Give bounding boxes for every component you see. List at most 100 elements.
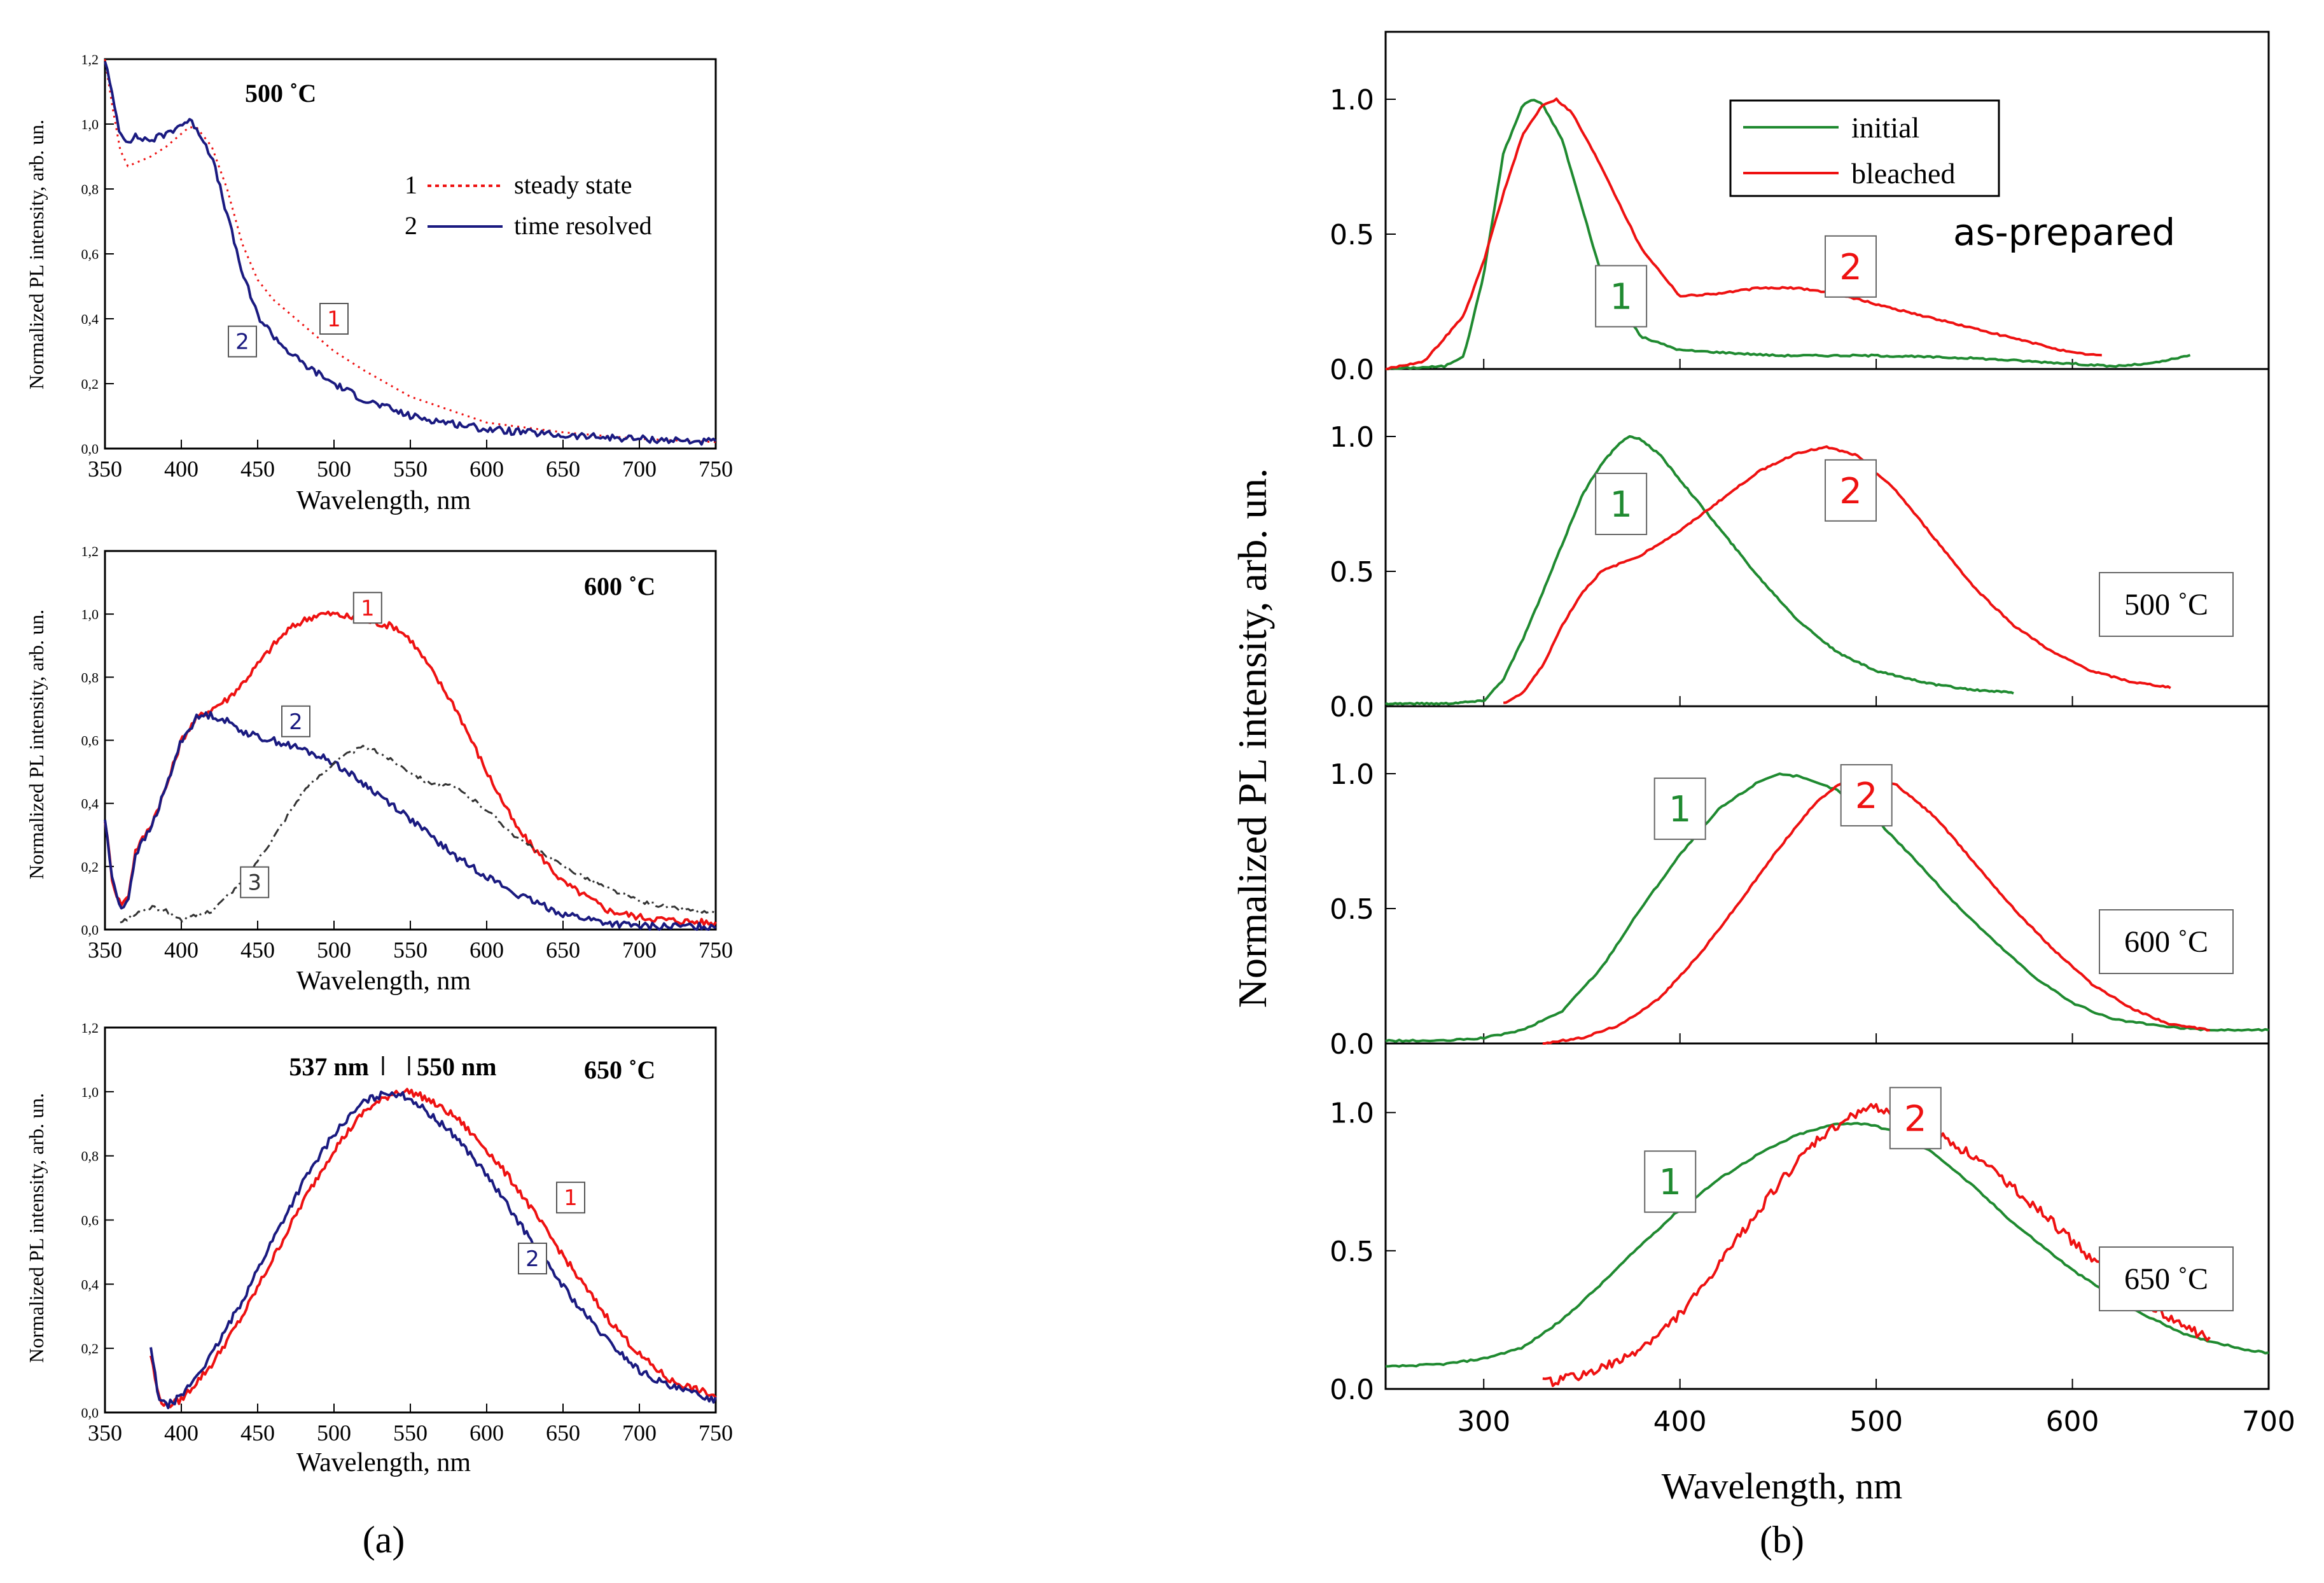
chart-b-panel-frame-1 (1384, 368, 2270, 708)
chart-a1-title: 500 ˚C (245, 79, 316, 108)
chart-a2-ytick-label: 0,6 (81, 733, 99, 749)
chart-b-panel-3-marker-box-1 (1644, 1150, 1697, 1213)
chart-a3-xtick-label: 450 (240, 1420, 275, 1446)
peak-label-537: 537 nm (289, 1052, 369, 1081)
legend-label-steady-state: steady state (514, 171, 632, 199)
chart-a1-xtick-label: 500 (317, 456, 351, 482)
chart-a3-ytick-label: 0,0 (81, 1405, 99, 1421)
legend-num-2: 2 (405, 211, 417, 240)
chart-a3-xtick-label: 550 (393, 1420, 428, 1446)
chart-a2-title: 600 ˚C (584, 572, 655, 601)
chart-b-panel-1-label: 500 ˚C (2124, 588, 2208, 622)
legend-label-bleached: bleached (1851, 157, 1955, 190)
chart-b-xtick-label: 700 (2242, 1405, 2295, 1438)
chart-b-ytick-label: 1.0 (1330, 421, 1374, 454)
chart-a2-marker-box-3 (240, 866, 270, 898)
chart-a2-ytick-label: 1,0 (81, 606, 99, 622)
chart-a2-marker-label-2: 2 (289, 709, 303, 735)
chart-b-panel-1-marker-box-1 (1595, 473, 1648, 535)
chart-a2-xtick-label: 700 (622, 937, 657, 963)
chart-a3-xtick-label: 400 (164, 1420, 198, 1446)
chart-a1-xtick-label: 550 (393, 456, 428, 482)
chart-a1-ytick-label: 1,0 (81, 116, 99, 132)
chart-b-xlabel: Wavelength, nm (1662, 1465, 1903, 1507)
chart-a3-xtick-label: 350 (88, 1420, 122, 1446)
chart-b-stack: 0.0 0.5 1.0 0.0 0.5 1.0 0.0 0.5 1.0 0.0 0.5 1.0 300 4… (1230, 31, 2295, 1507)
chart-b-panel-1-marker-label-2: 2 (1839, 471, 1862, 512)
chart-a3-marker-box-1 (556, 1182, 585, 1214)
chart-b-panel-2-marker-label-2: 2 (1855, 776, 1878, 817)
chart-b-panel-1-series-initial (1385, 435, 2014, 706)
chart-a1-ytick-label: 1,2 (81, 52, 99, 67)
chart-a1-xtick-label: 350 (88, 456, 122, 482)
chart-a1-ytick-label: 0,0 (81, 441, 99, 457)
chart-a1-500C: 350 400 450 500 550 600 650 700 750 0,0 0,2 0,4 0,6 0… (25, 52, 733, 515)
chart-b-panel-1-label-box (2099, 572, 2234, 637)
chart-b-panel-3-label: 650 ˚C (2124, 1262, 2208, 1296)
chart-a2-marker-box-1 (352, 592, 382, 624)
chart-a1-xtick-label: 750 (699, 456, 733, 482)
chart-b-panel-2-label-box (2099, 909, 2234, 974)
chart-b-panel-0-marker-box-2 (1825, 235, 1877, 298)
legend-num-1: 1 (405, 171, 417, 199)
chart-a1-marker-box-1 (319, 303, 349, 335)
chart-a2-xtick-label: 650 (546, 937, 580, 963)
chart-b-panel-3-series-initial (1385, 1122, 2269, 1368)
chart-b-panel-0-marker-box-1 (1595, 265, 1648, 328)
chart-b-panel-3-marker-label-1: 1 (1659, 1162, 1681, 1203)
chart-b-panel-frame-2 (1384, 705, 2270, 1045)
chart-a1-marker-box-2 (228, 325, 257, 358)
chart-a2-xtick-label: 550 (393, 937, 428, 963)
chart-a1-ytick-label: 0,6 (81, 246, 99, 262)
chart-b-panel-3-marker-box-2 (1889, 1087, 1942, 1150)
chart-b-panel-0-series-bleached (1385, 97, 2102, 370)
chart-b-ytick-label: 0.5 (1330, 1236, 1374, 1268)
chart-a2-series-3 (120, 744, 716, 924)
chart-b-panel-2-series-initial (1385, 772, 2269, 1043)
chart-a2-600C: 350 400 450 500 550 600 650 700 750 0,0 0,2 0,4 0,6 0… (25, 543, 733, 996)
chart-a2-ytick-label: 0,8 (81, 669, 99, 685)
chart-b-panel-frame-3 (1384, 1042, 2270, 1390)
chart-a2-ytick-label: 1,2 (81, 543, 99, 559)
chart-a1-ylabel: Normalized PL intensity, arb. un. (25, 120, 48, 389)
chart-b-ytick-label: 0.5 (1330, 556, 1374, 589)
chart-a2-ytick-label: 0,0 (81, 922, 99, 938)
chart-a1-marker-label-2: 2 (235, 330, 249, 355)
chart-a1-series-1 (104, 59, 716, 443)
chart-b-panel-2-marker-label-1: 1 (1669, 789, 1692, 830)
chart-a1-series-2 (104, 61, 717, 446)
chart-a3-650C: 350 400 450 500 550 600 650 700 750 0,0 0,2 0,4 0,6 0… (25, 1020, 733, 1477)
chart-b-panel-0-marker-label-1: 1 (1610, 277, 1632, 318)
chart-b-panel-1-marker-label-1: 1 (1610, 484, 1632, 526)
chart-b-panel-label-0: as-prepared (1953, 211, 2175, 254)
chart-a2-xtick-label: 600 (470, 937, 504, 963)
chart-a1-ytick-label: 0,4 (81, 311, 99, 327)
legend-label-time-resolved: time resolved (514, 211, 652, 240)
legend-box (1729, 99, 2000, 197)
legend-label-initial: initial (1851, 111, 1919, 144)
chart-a3-series-1 (150, 1087, 717, 1409)
chart-a3-xlabel: Wavelength, nm (296, 1448, 471, 1477)
chart-a2-series-2 (104, 711, 717, 931)
chart-b-xtick-label: 300 (1457, 1405, 1510, 1438)
peak-label-550: 550 nm (417, 1052, 497, 1081)
chart-b-xtick-label: 600 (2046, 1405, 2099, 1438)
chart-a2-marker-label-1: 1 (361, 596, 375, 621)
chart-b-ytick-label: 1.0 (1330, 84, 1374, 116)
chart-b-panel-3-marker-label-2: 2 (1904, 1098, 1927, 1140)
chart-a2-frame (104, 550, 717, 931)
chart-a2-marker-label-3: 3 (247, 870, 261, 896)
chart-b-ytick-label: 1.0 (1330, 758, 1374, 791)
chart-a1-ytick-label: 0,2 (81, 376, 99, 392)
chart-b-ytick-label: 0.0 (1330, 1374, 1374, 1406)
chart-b-panel-2-marker-box-2 (1840, 764, 1893, 826)
chart-a1-xtick-label: 450 (240, 456, 275, 482)
chart-b-ytick-label: 0.0 (1330, 354, 1374, 386)
chart-b-ytick-label: 0.0 (1330, 691, 1374, 723)
figure-label-a: (a) (363, 1519, 405, 1561)
chart-a3-xtick-label: 650 (546, 1420, 580, 1446)
chart-b-ytick-label: 1.0 (1330, 1098, 1374, 1130)
chart-a1-xtick-label: 600 (470, 456, 504, 482)
chart-a3-marker-label-1: 1 (564, 1185, 578, 1211)
